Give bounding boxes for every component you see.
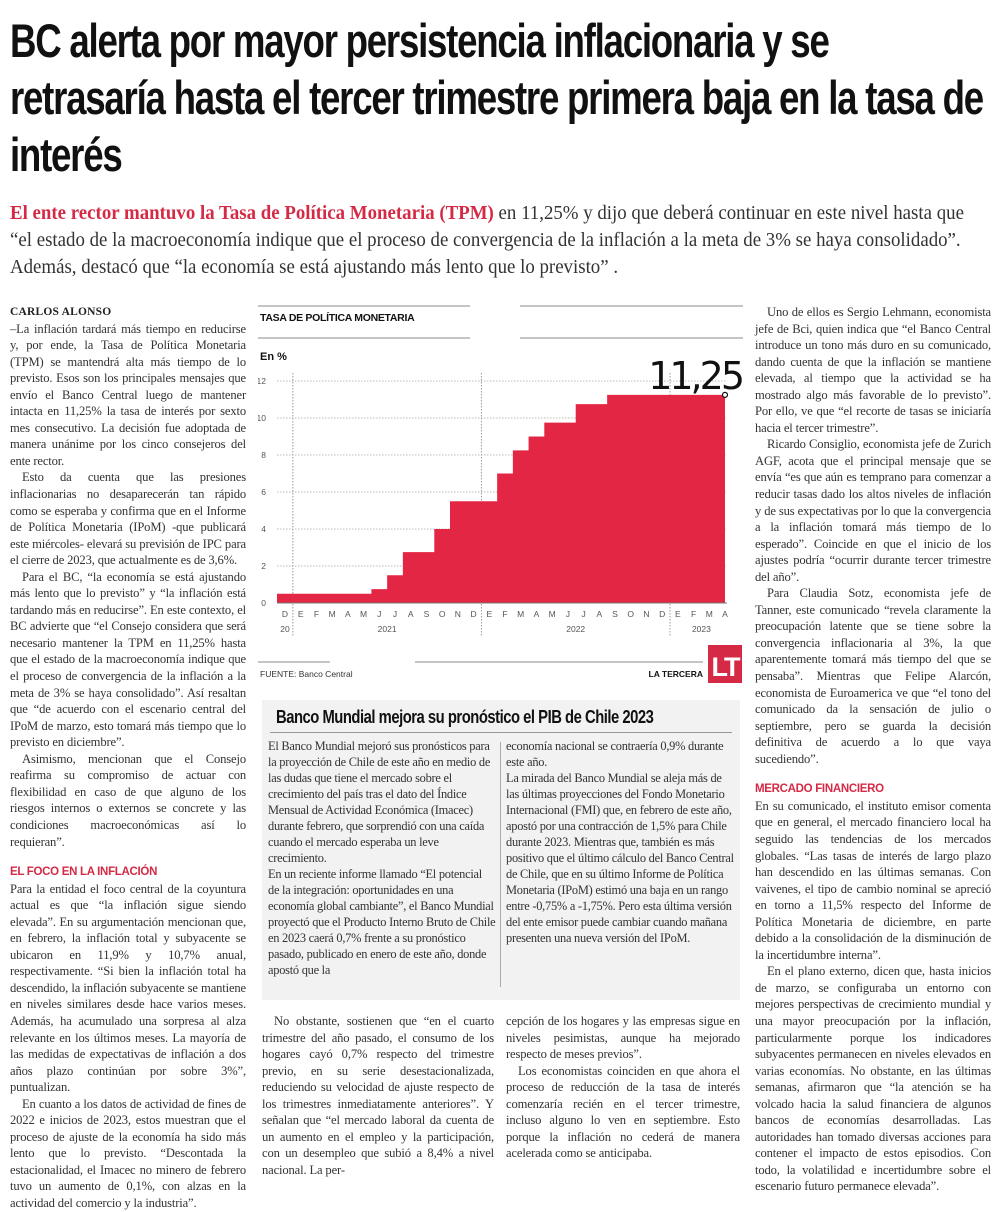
- paragraph: En su comunicado, el instituto emisor co…: [755, 798, 991, 963]
- y-tick-label: 4: [261, 524, 266, 534]
- subheading: MERCADO FINANCIERO: [755, 781, 991, 798]
- deck: El ente rector mantuvo la Tasa de Políti…: [10, 200, 990, 281]
- paragraph: economía nacional se contraería 0,9% dur…: [506, 738, 736, 770]
- y-tick-label: 0: [261, 598, 266, 608]
- x-tick-label: A: [596, 609, 602, 619]
- x-tick-label: D: [471, 609, 477, 619]
- x-tick-label: F: [502, 609, 507, 619]
- y-tick-label: 12: [258, 376, 266, 386]
- paragraph: –La inflación tardará más tiempo en redu…: [10, 321, 246, 470]
- paragraph: Uno de ellos es Sergio Lehmann, economis…: [755, 304, 991, 436]
- tpm-chart: TASA DE POLÍTICA MONETARIA En % 0 2 4 6 8 10 1…: [258, 300, 743, 690]
- year-label: 2022: [566, 624, 585, 634]
- x-tick-label: O: [627, 609, 634, 619]
- x-tick-label: S: [612, 609, 618, 619]
- sidebar-title: Banco Mundial mejora su pronóstico el PI…: [276, 706, 653, 728]
- x-tick-label: O: [439, 609, 446, 619]
- byline: CARLOS ALONSO: [10, 304, 246, 321]
- lower-column: cepción de los hogares y las empresas si…: [506, 1013, 740, 1162]
- x-tick-label: J: [393, 609, 397, 619]
- x-tick-label: J: [581, 609, 585, 619]
- lower-column: No obstante, sostienen que “en el cuarto…: [262, 1013, 494, 1178]
- x-tick-label: M: [549, 609, 556, 619]
- paragraph: Esto da cuenta que las presiones inflaci…: [10, 469, 246, 568]
- paragraph: En cuanto a los datos de actividad de fi…: [10, 1096, 246, 1212]
- x-tick-label: E: [675, 609, 681, 619]
- x-tick-label: F: [691, 609, 696, 619]
- brand-name: LA TERCERA: [649, 669, 703, 679]
- left-column: CARLOS ALONSO –La inflación tardará más …: [10, 304, 246, 1212]
- last-value-label: 11,25: [648, 354, 742, 398]
- right-column: Uno de ellos es Sergio Lehmann, economis…: [755, 304, 991, 1195]
- y-tick-label: 10: [258, 413, 266, 423]
- y-tick-label: 6: [261, 487, 266, 497]
- deck-lead: El ente rector mantuvo la Tasa de Políti…: [10, 202, 494, 224]
- y-tick-label: 2: [261, 561, 266, 571]
- paragraph: Ricardo Consiglio, economista jefe de Zu…: [755, 436, 991, 585]
- x-tick-label: D: [659, 609, 665, 619]
- headline: BC alerta por mayor persistencia inflaci…: [10, 12, 985, 183]
- paragraph: Asimismo, mencionan que el Consejo reafi…: [10, 751, 246, 850]
- lt-logo-text: LT: [712, 652, 741, 682]
- sidebar-box: Banco Mundial mejora su pronóstico el PI…: [262, 700, 740, 1000]
- year-label: 20: [280, 624, 290, 634]
- chart-source: FUENTE: Banco Central: [260, 669, 353, 679]
- chart-title: TASA DE POLÍTICA MONETARIA: [260, 311, 415, 324]
- x-tick-label: D: [282, 609, 288, 619]
- divider: [270, 732, 732, 733]
- x-tick-label: J: [566, 609, 570, 619]
- x-tick-label: M: [706, 609, 713, 619]
- paragraph: La mirada del Banco Mundial se aleja más…: [506, 770, 736, 946]
- chart-svg: TASA DE POLÍTICA MONETARIA En % 0 2 4 6 8 10 1…: [258, 300, 743, 690]
- paragraph: En un reciente informe llamado “El poten…: [268, 866, 496, 978]
- x-tick-label: M: [517, 609, 524, 619]
- x-tick-label: M: [329, 609, 336, 619]
- year-label: 2021: [378, 624, 397, 634]
- x-tick-label: N: [643, 609, 649, 619]
- paragraph: Para la entidad el foco central de la co…: [10, 881, 246, 1096]
- paragraph: Para el BC, “la economía se está ajustan…: [10, 569, 246, 751]
- x-tick-label: A: [722, 609, 728, 619]
- paragraph: Los economistas coinciden en que ahora e…: [506, 1063, 740, 1162]
- paragraph: Para Claudia Sotz, economista jefe de Ta…: [755, 585, 991, 767]
- sidebar-column: El Banco Mundial mejoró sus pronósticos …: [268, 738, 496, 978]
- x-tick-label: E: [298, 609, 304, 619]
- sidebar-column: economía nacional se contraería 0,9% dur…: [506, 738, 736, 946]
- column-divider: [500, 742, 501, 987]
- y-axis-label: En %: [260, 351, 287, 363]
- year-label: 2023: [692, 624, 711, 634]
- paragraph: El Banco Mundial mejoró sus pronósticos …: [268, 738, 496, 866]
- x-tick-label: J: [377, 609, 381, 619]
- x-tick-label: A: [408, 609, 414, 619]
- x-tick-label: N: [455, 609, 461, 619]
- x-tick-label: A: [345, 609, 351, 619]
- paragraph: En el plano externo, dicen que, hasta in…: [755, 963, 991, 1195]
- x-tick-label: S: [424, 609, 430, 619]
- subheading: EL FOCO EN LA INFLACIÓN: [10, 864, 246, 881]
- paragraph: No obstante, sostienen que “en el cuarto…: [262, 1013, 494, 1178]
- y-tick-label: 8: [261, 450, 266, 460]
- x-tick-label: F: [314, 609, 319, 619]
- x-tick-label: A: [534, 609, 540, 619]
- x-tick-label: E: [486, 609, 492, 619]
- x-tick-label: M: [360, 609, 367, 619]
- paragraph: cepción de los hogares y las empresas si…: [506, 1013, 740, 1063]
- tpm-step-area: [277, 395, 725, 603]
